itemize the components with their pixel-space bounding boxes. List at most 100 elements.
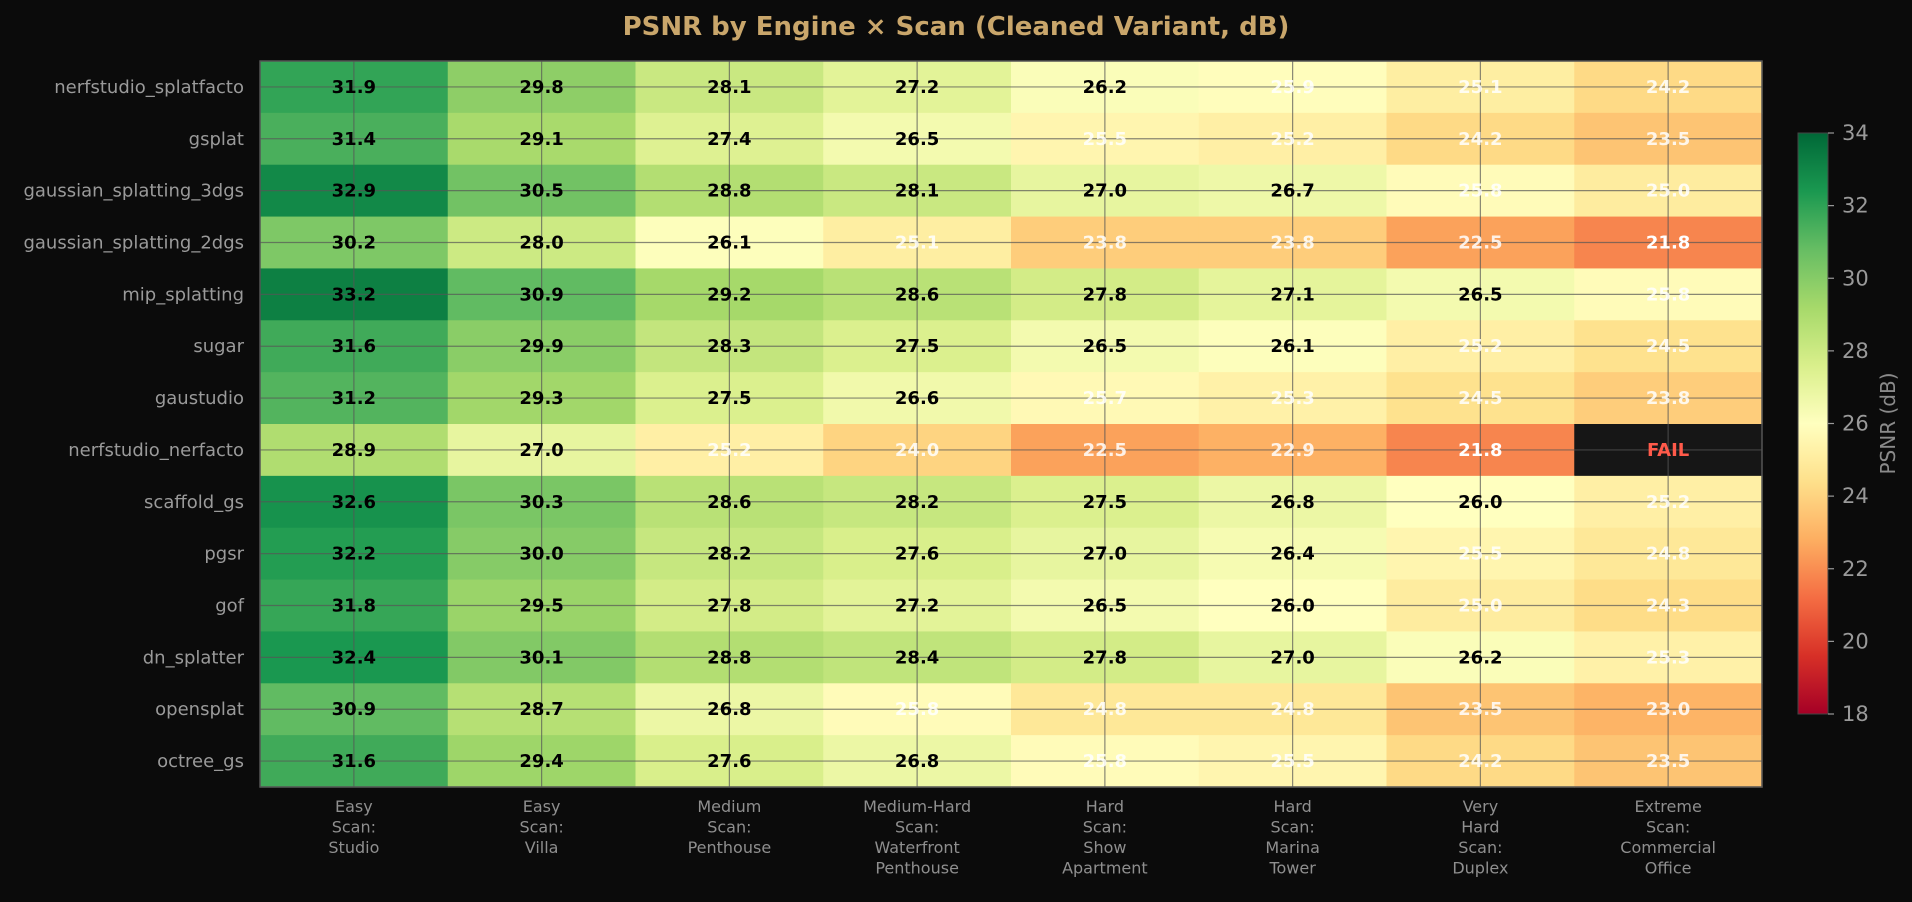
cell-value-label: 21.8: [1458, 440, 1502, 461]
cell-value-label: 32.9: [332, 181, 376, 202]
cell-value-label: 27.5: [707, 388, 751, 409]
cell-value-label: 31.6: [332, 336, 376, 357]
heatmap-cells: [260, 61, 1763, 788]
cell-value-label: 26.5: [1083, 596, 1127, 617]
colorbar-tick-label: 18: [1842, 702, 1869, 726]
cell-value-label: 23.5: [1646, 129, 1690, 150]
colorbar-tick-label: 22: [1842, 557, 1869, 581]
cell-value-label: 24.2: [1458, 129, 1502, 150]
column-labels: Easy Scan: Studio Easy Scan: Villa Medium Scan:…: [328, 797, 1716, 878]
cell-value-label: 23.5: [1646, 751, 1690, 772]
column-label: Easy Scan: Villa: [519, 797, 563, 857]
cell-value-label: 24.3: [1646, 596, 1690, 617]
cell-value-label: 31.4: [332, 129, 376, 150]
cell-value-label: 31.2: [332, 388, 376, 409]
row-label: mip_splatting: [122, 284, 244, 305]
cell-value-label: 25.2: [1270, 129, 1314, 150]
cell-value-label: 26.2: [1458, 647, 1502, 668]
cell-value-label: 30.9: [332, 699, 376, 720]
cell-value-label: 26.8: [1270, 492, 1314, 513]
heatmap-cell-labels: 31.9 29.8 28.1 27.2 26.2 25.9 25.1 24.2 31.4 29.1…: [332, 77, 1691, 772]
cell-value-label: 24.8: [1270, 699, 1314, 720]
cell-value-label: 29.3: [519, 388, 563, 409]
cell-value-label: 26.5: [1458, 284, 1502, 305]
cell-value-label: 23.8: [1083, 233, 1127, 254]
cell-value-label: 28.2: [895, 492, 939, 513]
cell-value-label: 27.8: [707, 596, 751, 617]
cell-value-label: 25.5: [1270, 751, 1314, 772]
cell-value-label: 28.1: [707, 77, 751, 98]
cell-value-label: 25.8: [1083, 751, 1127, 772]
cell-value-label: 28.2: [707, 544, 751, 565]
cell-value-label: 24.5: [1646, 336, 1690, 357]
cell-value-label: 28.9: [332, 440, 376, 461]
colorbar-tick-label: 24: [1842, 484, 1869, 508]
colorbar-tick-label: 28: [1842, 339, 1869, 363]
row-label: gaussian_splatting_3dgs: [23, 181, 244, 202]
column-label: Easy Scan: Studio: [328, 797, 379, 857]
cell-value-label: 26.6: [895, 388, 939, 409]
cell-value-label: 29.9: [519, 336, 563, 357]
cell-value-label: 29.2: [707, 284, 751, 305]
row-label: opensplat: [155, 699, 244, 720]
cell-value-label: 31.8: [332, 596, 376, 617]
row-label: gaustudio: [155, 388, 244, 409]
cell-value-label: 27.4: [707, 129, 751, 150]
row-label: octree_gs: [157, 751, 244, 772]
column-label: Medium-Hard Scan: Waterfront Penthouse: [863, 797, 971, 878]
cell-value-label: 31.9: [332, 77, 376, 98]
cell-value-label: 30.1: [519, 647, 563, 668]
cell-value-label: 33.2: [332, 284, 376, 305]
cell-value-label: 28.0: [519, 233, 563, 254]
cell-value-label: 25.5: [1458, 544, 1502, 565]
cell-value-label: 27.2: [895, 77, 939, 98]
cell-value-label: 27.8: [1083, 284, 1127, 305]
column-label: Hard Scan: Show Apartment: [1062, 797, 1148, 878]
cell-value-label: 25.5: [1083, 129, 1127, 150]
cell-value-label: 25.3: [1646, 647, 1690, 668]
cell-value-label: 26.5: [1083, 336, 1127, 357]
cell-value-label: 27.5: [1083, 492, 1127, 513]
column-label: Hard Scan: Marina Tower: [1265, 797, 1320, 878]
cell-value-label: 25.0: [1646, 181, 1690, 202]
column-label: Very Hard Scan: Duplex: [1452, 797, 1508, 878]
cell-value-label: 22.5: [1083, 440, 1127, 461]
cell-value-label: 27.6: [895, 544, 939, 565]
cell-value-label: 26.4: [1270, 544, 1314, 565]
cell-value-label: 25.2: [1646, 492, 1690, 513]
cell-value-label: 25.8: [895, 699, 939, 720]
cell-value-label: 26.5: [895, 129, 939, 150]
cell-value-label: 26.1: [1270, 336, 1314, 357]
cell-value-label: 29.1: [519, 129, 563, 150]
cell-value-label: 24.5: [1458, 388, 1502, 409]
cell-value-label: 29.5: [519, 596, 563, 617]
cell-value-label: 24.0: [895, 440, 939, 461]
cell-value-label: 28.1: [895, 181, 939, 202]
cell-value-label: 26.0: [1270, 596, 1314, 617]
cell-value-label: 30.3: [519, 492, 563, 513]
cell-value-label: 27.0: [1083, 181, 1127, 202]
cell-value-label: 22.9: [1270, 440, 1314, 461]
cell-value-label: 25.8: [1646, 284, 1690, 305]
cell-value-label: 29.4: [519, 751, 563, 772]
cell-value-label: 28.8: [707, 647, 751, 668]
cell-value-label: 27.8: [1083, 647, 1127, 668]
row-label: gaussian_splatting_2dgs: [23, 233, 244, 254]
cell-value-label: 32.4: [332, 647, 376, 668]
cell-value-label: 30.9: [519, 284, 563, 305]
cell-value-label: 24.2: [1646, 77, 1690, 98]
cell-value-label: 28.6: [895, 284, 939, 305]
cell-value-label: 28.4: [895, 647, 939, 668]
colorbar-tick-label: 26: [1842, 412, 1869, 436]
cell-value-label: 27.2: [895, 596, 939, 617]
row-label: pgsr: [204, 544, 244, 565]
cell-value-label: 26.8: [895, 751, 939, 772]
cell-value-label: 30.5: [519, 181, 563, 202]
cell-value-label: 21.8: [1646, 233, 1690, 254]
cell-value-label: 27.0: [1083, 544, 1127, 565]
cell-value-label: 28.3: [707, 336, 751, 357]
cell-value-label: 24.2: [1458, 751, 1502, 772]
row-label: nerfstudio_splatfacto: [54, 77, 244, 98]
cell-value-label: 31.6: [332, 751, 376, 772]
